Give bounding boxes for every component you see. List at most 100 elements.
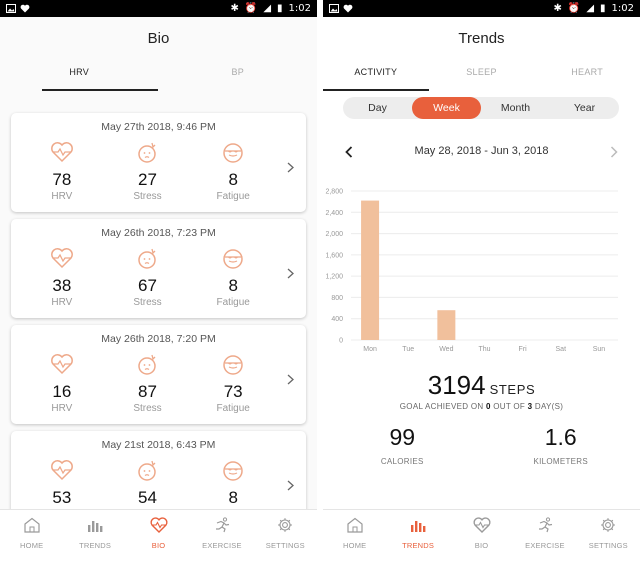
next-range-button[interactable] <box>610 145 618 163</box>
nav-bio[interactable]: BIO <box>127 510 190 564</box>
distance-stat: 1.6 KILOMETERS <box>482 424 640 466</box>
hrv-label: HRV <box>51 403 73 414</box>
photo-notification-icon <box>329 4 339 13</box>
status-time: 1:02 <box>288 3 311 14</box>
page-title: Trends <box>458 30 505 47</box>
date-range-label: May 28, 2018 - Jun 3, 2018 <box>414 145 549 157</box>
bio-screen: ✱ ⏰ ◢ ▮ 1:02 Bio HRV BP May 27th 2018, 9… <box>0 0 317 564</box>
bar-mon <box>361 200 380 340</box>
fatigue-label: Fatigue <box>216 191 250 202</box>
y-tick-label: 2,400 <box>325 210 343 217</box>
fatigue-metric: 8 Fatigue <box>190 247 276 308</box>
open-reading-button[interactable] <box>287 372 294 390</box>
open-reading-button[interactable] <box>287 266 294 284</box>
goal-total: 3 <box>527 402 533 411</box>
nav-home[interactable]: HOME <box>0 510 63 564</box>
period-month[interactable]: Month <box>500 102 531 114</box>
nav-trends[interactable]: TRENDS <box>386 510 449 564</box>
reading-date: May 21st 2018, 6:43 PM <box>101 439 216 451</box>
stress-icon <box>137 248 156 269</box>
home-icon <box>24 517 40 533</box>
open-reading-button[interactable] <box>287 160 294 178</box>
nav-home[interactable]: HOME <box>323 510 386 564</box>
tab-sleep[interactable]: SLEEP <box>466 67 497 77</box>
x-tick-label: Tue <box>402 346 414 353</box>
chevron-left-icon <box>345 146 353 158</box>
stress-metric: 87 Stress <box>105 353 191 414</box>
fatigue-value: 8 <box>228 170 238 189</box>
heart-rate-icon <box>50 142 73 163</box>
signal-icon: ◢ <box>586 3 595 14</box>
calories-label: CALORIES <box>380 457 424 466</box>
fatigue-metric: 73 Fatigue <box>190 353 276 414</box>
hrv-label: HRV <box>51 297 73 308</box>
heart-rate-icon <box>50 460 73 481</box>
stress-label: Stress <box>133 403 162 414</box>
hrv-metric: 16 HRV <box>19 353 105 414</box>
nav-exercise[interactable]: EXERCISE <box>190 510 253 564</box>
fatigue-icon <box>223 249 243 269</box>
period-week[interactable]: Week <box>412 97 481 119</box>
trends-icon <box>88 521 103 532</box>
fatigue-value: 8 <box>228 488 238 507</box>
y-tick-label: 2,000 <box>325 231 343 238</box>
reading-date: May 26th 2018, 7:23 PM <box>101 227 216 239</box>
x-tick-label: Wed <box>439 346 453 353</box>
previous-range-button[interactable] <box>345 145 353 163</box>
bottom-nav: HOME TRENDS BIO EXERCISE SETTINGS <box>323 509 640 564</box>
goal-summary: GOAL ACHIEVED ON 0 OUT OF 3 DAY(S) <box>323 402 640 411</box>
y-tick-label: 0 <box>339 338 343 345</box>
nav-trends[interactable]: TRENDS <box>63 510 126 564</box>
stress-icon <box>137 460 156 481</box>
trends-icon <box>411 521 426 532</box>
stress-icon <box>137 354 156 375</box>
reading-date: May 26th 2018, 7:20 PM <box>101 333 216 345</box>
nav-label: SETTINGS <box>265 541 305 550</box>
reading-card[interactable]: May 26th 2018, 7:20 PM 16 HRV 87 Stress … <box>11 325 306 424</box>
bio-tabs: HRV BP <box>0 57 317 91</box>
period-day[interactable]: Day <box>368 102 387 114</box>
goal-suffix: DAY(S) <box>532 402 564 411</box>
fatigue-icon <box>223 461 243 481</box>
heart-rate-icon <box>50 248 73 269</box>
fatigue-metric: 8 Fatigue <box>190 141 276 202</box>
reading-list: May 27th 2018, 9:46 PM 78 HRV 27 Stress … <box>11 113 306 537</box>
x-tick-label: Sun <box>593 346 606 353</box>
heart-notification-icon <box>343 4 353 13</box>
alarm-icon: ⏰ <box>567 3 581 14</box>
bar-wed <box>437 310 456 340</box>
nav-label: EXERCISE <box>202 541 242 550</box>
open-reading-button[interactable] <box>287 478 294 496</box>
x-tick-label: Sat <box>556 346 567 353</box>
tab-activity[interactable]: ACTIVITY <box>354 67 398 77</box>
nav-settings[interactable]: SETTINGS <box>254 510 317 564</box>
fatigue-label: Fatigue <box>216 297 250 308</box>
activity-stats: 99 CALORIES 1.6 KILOMETERS <box>323 424 640 466</box>
calories-value: 99 <box>389 424 416 450</box>
trends-screen: ✱ ⏰ ◢ ▮ 1:02 Trends ACTIVITY SLEEP HEART… <box>323 0 640 564</box>
tab-indicator <box>323 89 429 91</box>
hrv-metric: 78 HRV <box>19 141 105 202</box>
status-bar: ✱ ⏰ ◢ ▮ 1:02 <box>323 0 640 17</box>
tab-bp[interactable]: BP <box>231 67 245 77</box>
stress-label: Stress <box>133 297 162 308</box>
stress-metric: 67 Stress <box>105 247 191 308</box>
reading-card[interactable]: May 27th 2018, 9:46 PM 78 HRV 27 Stress … <box>11 113 306 212</box>
chevron-right-icon <box>287 268 294 279</box>
alarm-icon: ⏰ <box>244 3 258 14</box>
page-title: Bio <box>147 30 170 47</box>
tab-heart[interactable]: HEART <box>571 67 604 77</box>
hrv-value: 53 <box>52 488 72 507</box>
period-year[interactable]: Year <box>573 102 596 114</box>
nav-exercise[interactable]: EXERCISE <box>513 510 576 564</box>
kilometers-label: KILOMETERS <box>533 457 589 466</box>
nav-label: HOME <box>343 541 367 550</box>
reading-metrics: 78 HRV 27 Stress 8 Fatigue <box>19 141 276 202</box>
x-tick-label: Fri <box>519 346 528 353</box>
nav-bio[interactable]: BIO <box>450 510 513 564</box>
nav-settings[interactable]: SETTINGS <box>577 510 640 564</box>
chevron-right-icon <box>287 374 294 385</box>
tab-hrv[interactable]: HRV <box>69 67 90 77</box>
reading-card[interactable]: May 26th 2018, 7:23 PM 38 HRV 67 Stress … <box>11 219 306 318</box>
x-tick-label: Thu <box>478 346 490 353</box>
